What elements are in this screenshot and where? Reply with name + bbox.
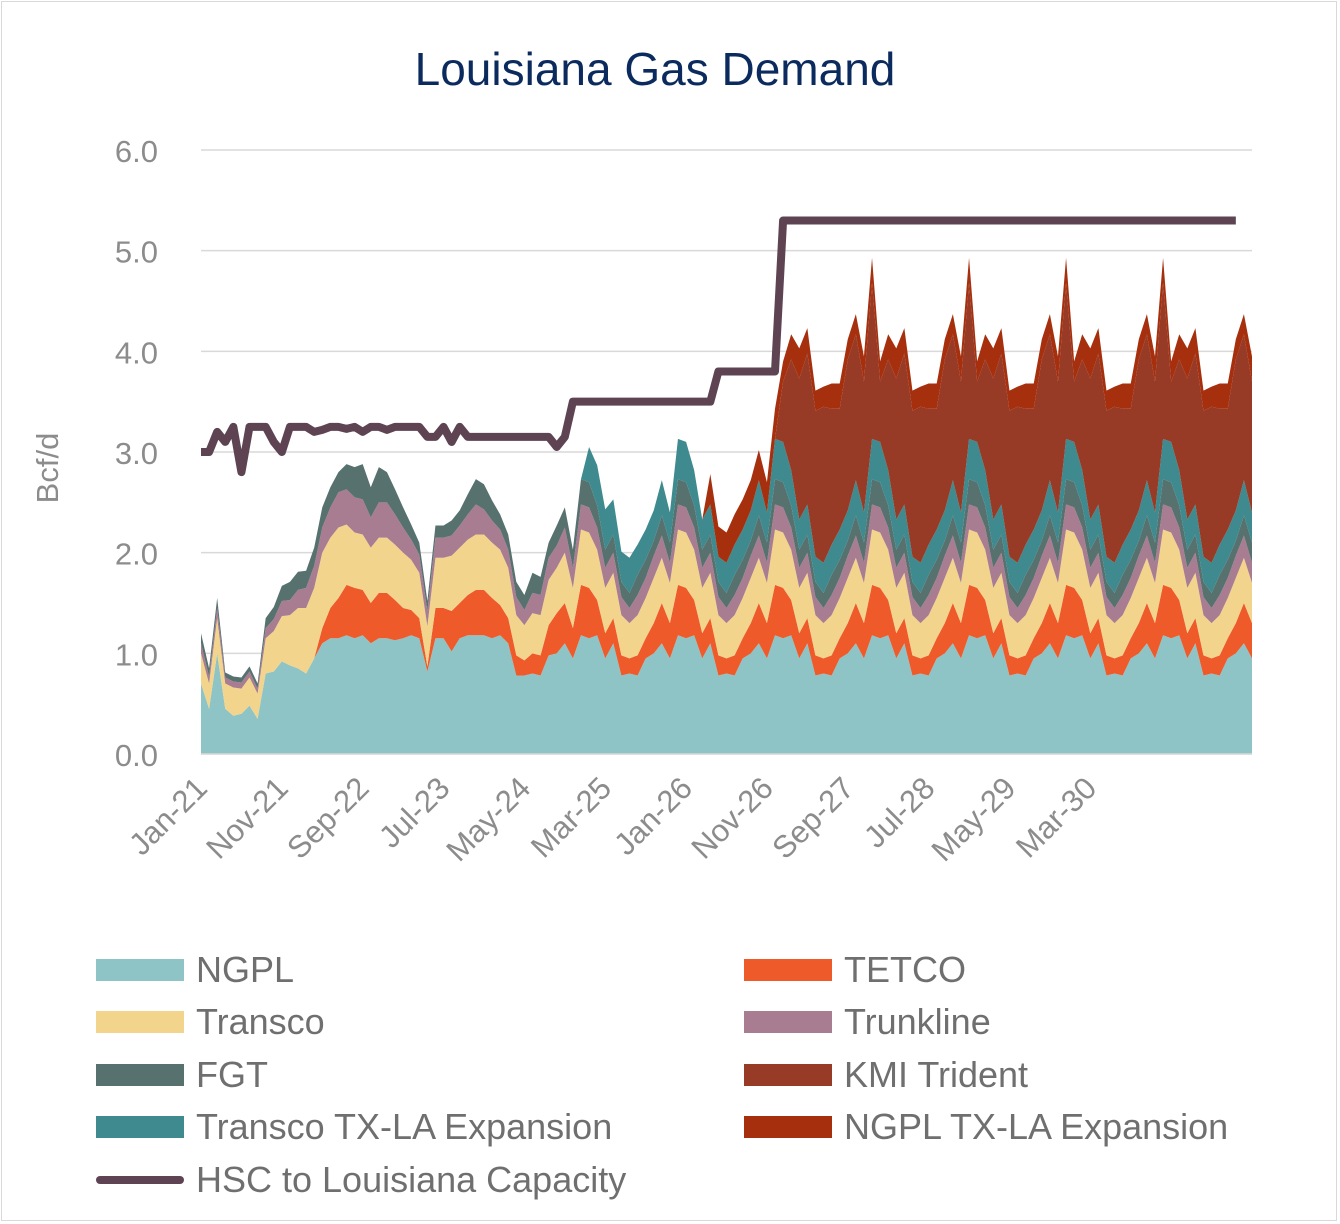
x-tick-label: May-24 xyxy=(439,770,537,868)
area-ngpl xyxy=(201,635,1252,754)
area-tetco xyxy=(201,584,1252,719)
y-axis-label: Bcf/d xyxy=(30,433,65,504)
chart-title: Louisiana Gas Demand xyxy=(414,43,896,95)
y-tick-label: 6.0 xyxy=(115,134,158,169)
y-tick-label: 5.0 xyxy=(115,235,158,270)
y-tick-label: 0.0 xyxy=(115,738,158,773)
x-tick-label: Nov-26 xyxy=(684,770,779,865)
area-kmi-trident xyxy=(201,282,1252,684)
area-ngpl-tx-la-expansion xyxy=(201,257,1252,684)
y-tick-label: 2.0 xyxy=(115,537,158,572)
line-hsc-capacity xyxy=(201,216,1236,477)
x-tick-label: Sep-22 xyxy=(280,770,375,865)
x-tick-label: May-29 xyxy=(925,770,1023,868)
x-tick-label: Jan-26 xyxy=(607,770,699,862)
x-tick-label: Mar-25 xyxy=(524,770,618,864)
x-tick-label: Nov-21 xyxy=(199,770,294,865)
y-tick-label: 4.0 xyxy=(115,335,158,370)
y-tick-label: 3.0 xyxy=(115,436,158,471)
x-tick-label: Sep-27 xyxy=(765,770,860,865)
x-tick-label: Jan-21 xyxy=(122,770,214,862)
area-transco xyxy=(201,524,1252,719)
area-trunkline xyxy=(201,489,1252,694)
y-tick-label: 1.0 xyxy=(115,637,158,672)
x-tick-label: Mar-30 xyxy=(1009,770,1103,864)
area-transco-tx-la-expansion xyxy=(201,438,1252,684)
